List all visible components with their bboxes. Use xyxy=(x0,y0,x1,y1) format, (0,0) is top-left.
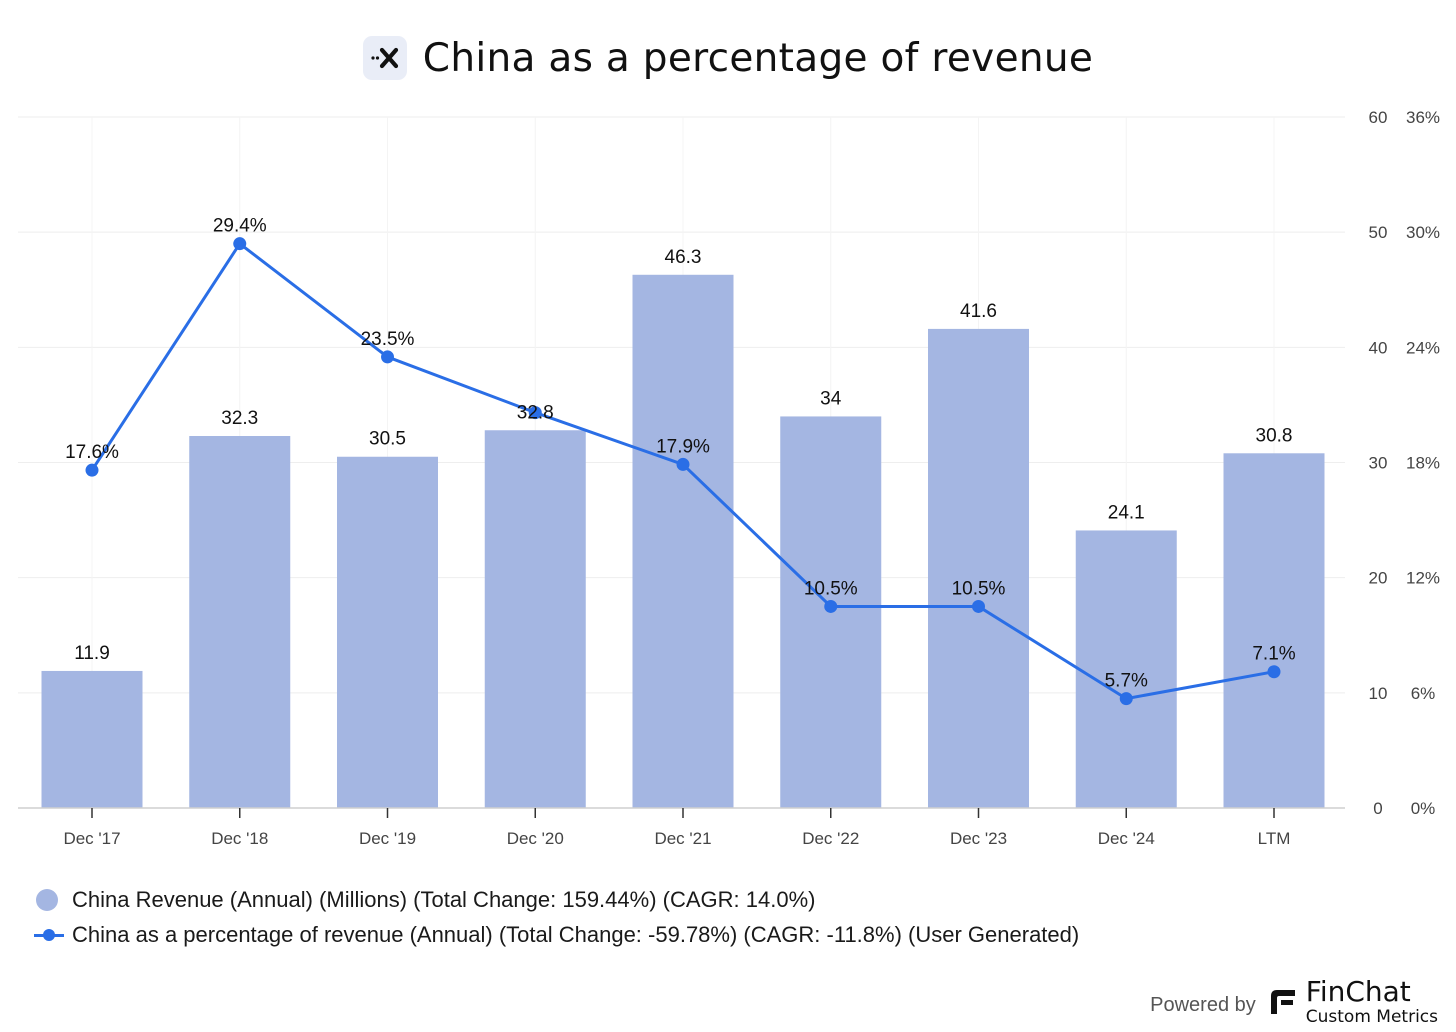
line-point xyxy=(528,406,542,420)
bar-value-label: 11.9 xyxy=(74,643,110,664)
y-right-tick-label: 24% xyxy=(1406,338,1440,357)
y-right-tick-label: 30% xyxy=(1406,223,1440,242)
line-point xyxy=(676,457,690,471)
line-point xyxy=(972,599,985,613)
line-point xyxy=(1267,665,1281,679)
bar-series xyxy=(41,274,1325,808)
chart-header: China as a percentage of revenue xyxy=(0,30,1456,86)
line-value-label: 5.7% xyxy=(1105,671,1148,692)
y-left-tick-label: 40 xyxy=(1369,338,1388,357)
legend-line-swatch xyxy=(34,924,64,946)
bar xyxy=(484,430,586,808)
y-left-tick-label: 30 xyxy=(1369,454,1388,473)
line-point xyxy=(381,350,394,364)
chart-plot: Dec '17 Dec '18 Dec '19 Dec '20 Dec '21 Dec '… xyxy=(18,108,1440,848)
legend-bar-swatch xyxy=(36,888,58,911)
bar-value-label: 30.8 xyxy=(1256,425,1293,446)
line-point xyxy=(824,599,838,613)
y-right-tick-label: 12% xyxy=(1406,569,1440,588)
legend-revenue-text: China Revenue (Annual) (Millions) (Total… xyxy=(72,886,816,912)
line-value-label: 17.9% xyxy=(656,436,710,457)
x-tick-label: Dec '22 xyxy=(802,829,859,848)
legend-item-revenue[interactable]: China Revenue (Annual) (Millions) (Total… xyxy=(34,882,1079,917)
line-series xyxy=(85,237,1281,706)
y-left-tick-label: 60 xyxy=(1369,108,1388,127)
bar xyxy=(189,436,291,808)
y-axes: 0 0% 10 6% 20 12% 30 18% 40 24% 50 30% 60 36% xyxy=(1369,108,1440,818)
x-tick-label: Dec '18 xyxy=(211,829,268,848)
bar-value-label: 30.5 xyxy=(369,429,406,450)
line-value-label: 7.1% xyxy=(1252,644,1295,665)
legend-percentage-text: China as a percentage of revenue (Annual… xyxy=(72,921,1080,947)
line-point xyxy=(1119,692,1133,706)
line-value-label: 10.5% xyxy=(952,578,1006,599)
bar xyxy=(632,274,734,808)
x-tick-label: LTM xyxy=(1258,829,1291,848)
x-tick-label: Dec '21 xyxy=(654,829,711,848)
footer: Powered by FinChat Custom Metrics xyxy=(1150,978,1438,1026)
bar xyxy=(337,456,438,808)
line-point xyxy=(233,237,247,251)
bar-value-label: 24.1 xyxy=(1108,502,1145,523)
y-left-tick-label: 0 xyxy=(1373,799,1382,818)
y-left-tick-label: 10 xyxy=(1369,684,1388,703)
bar xyxy=(41,670,143,808)
bar xyxy=(1223,453,1325,808)
line-value-label: 10.5% xyxy=(804,578,858,599)
y-left-tick-label: 20 xyxy=(1369,569,1388,588)
brand-subtitle: Custom Metrics xyxy=(1305,1007,1438,1027)
x-tick-label: Dec '17 xyxy=(63,829,120,848)
bar-value-label: 34 xyxy=(820,388,842,409)
data-labels: 11.9 32.3 30.5 32.8 46.3 34 41.6 24.1 30.8 17.6% 2… xyxy=(65,216,1296,692)
y-left-tick-label: 50 xyxy=(1369,223,1388,242)
finchat-logo-icon xyxy=(1270,990,1295,1014)
x-axis: Dec '17 Dec '18 Dec '19 Dec '20 Dec '21 Dec '… xyxy=(18,807,1345,848)
company-logo xyxy=(362,36,407,80)
y-right-tick-label: 18% xyxy=(1406,454,1440,473)
y-right-tick-label: 0% xyxy=(1411,799,1436,818)
line-value-label: 17.6% xyxy=(65,442,119,463)
chart-title: China as a percentage of revenue xyxy=(422,35,1094,81)
x-logo-icon xyxy=(371,47,398,69)
x-tick-label: Dec '19 xyxy=(359,829,416,848)
legend: China Revenue (Annual) (Millions) (Total… xyxy=(34,882,1079,952)
bar-value-label: 32.8 xyxy=(517,402,554,423)
legend-item-percentage[interactable]: China as a percentage of revenue (Annual… xyxy=(34,917,1079,952)
bar-value-label: 46.3 xyxy=(665,247,702,268)
x-tick-label: Dec '23 xyxy=(950,829,1007,848)
bar xyxy=(1075,530,1177,808)
y-right-tick-label: 6% xyxy=(1411,684,1436,703)
bar xyxy=(928,328,1029,808)
y-right-tick-label: 36% xyxy=(1406,108,1440,127)
brand-name: FinChat xyxy=(1305,975,1411,1008)
line-point xyxy=(85,463,99,477)
bar-value-label: 32.3 xyxy=(221,408,258,429)
powered-by-text: Powered by xyxy=(1150,993,1256,1016)
bar-value-label: 41.6 xyxy=(960,301,997,322)
x-tick-label: Dec '20 xyxy=(507,829,564,848)
x-tick-label: Dec '24 xyxy=(1098,829,1155,848)
line-value-label: 23.5% xyxy=(361,329,415,350)
line-value-label: 29.4% xyxy=(213,216,267,237)
